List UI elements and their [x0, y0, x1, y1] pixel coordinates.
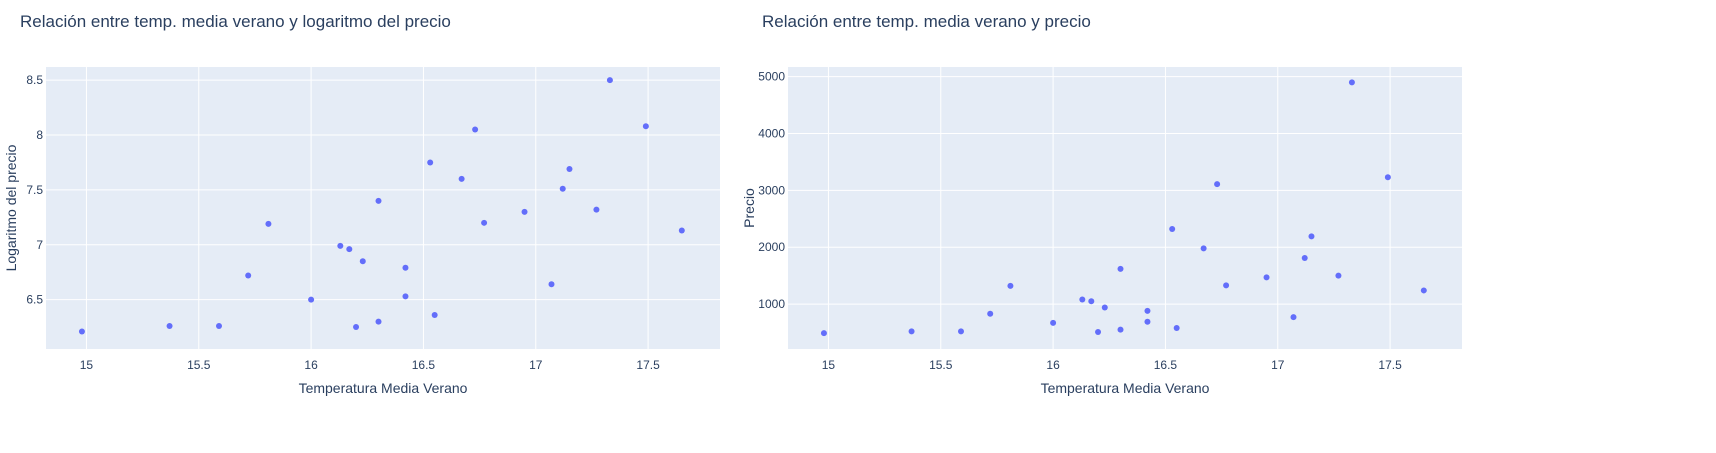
x-tick-label: 17	[529, 358, 543, 372]
x-axis-title: Temperatura Media Verano	[299, 380, 468, 396]
data-point[interactable]	[1301, 255, 1308, 262]
data-point[interactable]	[548, 281, 555, 288]
data-point[interactable]	[1348, 79, 1355, 86]
data-point[interactable]	[346, 246, 353, 253]
data-point[interactable]	[353, 324, 360, 331]
data-point[interactable]	[1117, 265, 1124, 272]
data-point[interactable]	[1050, 319, 1057, 326]
data-point[interactable]	[957, 328, 964, 335]
points-layer	[78, 77, 685, 335]
x-tick-label: 16	[1046, 358, 1060, 372]
data-point[interactable]	[265, 220, 272, 227]
data-point[interactable]	[1169, 226, 1176, 233]
data-point[interactable]	[1144, 318, 1151, 325]
data-point[interactable]	[642, 123, 649, 130]
data-point[interactable]	[1263, 274, 1270, 281]
x-tick-label: 17.5	[636, 358, 660, 372]
data-point[interactable]	[1144, 307, 1151, 314]
data-point[interactable]	[1384, 174, 1391, 181]
data-point[interactable]	[1173, 324, 1180, 331]
data-point[interactable]	[606, 77, 613, 84]
data-point[interactable]	[481, 219, 488, 226]
plot-area	[46, 67, 720, 349]
data-point[interactable]	[337, 242, 344, 249]
points-layer	[820, 79, 1427, 337]
chart-title: Relación entre temp. media verano y prec…	[762, 12, 1091, 31]
data-point[interactable]	[820, 330, 827, 337]
data-point[interactable]	[308, 296, 315, 303]
data-point[interactable]	[1420, 287, 1427, 294]
data-point[interactable]	[593, 206, 600, 213]
x-tick-label: 15	[822, 358, 836, 372]
data-point[interactable]	[427, 159, 434, 166]
data-point[interactable]	[1088, 298, 1095, 305]
data-point[interactable]	[431, 311, 438, 318]
y-tick-label: 7.5	[26, 183, 43, 197]
x-tick-label: 15	[80, 358, 94, 372]
data-point[interactable]	[559, 185, 566, 192]
y-tick-label: 8	[36, 128, 43, 142]
x-tick-label: 15.5	[929, 358, 953, 372]
x-tick-layer: 15 15.5 16 16.5 17 17.5	[822, 358, 1402, 372]
chart-right: Relación entre temp. media verano y prec…	[741, 12, 1462, 396]
data-point[interactable]	[245, 272, 252, 279]
data-point[interactable]	[215, 322, 222, 329]
y-tick-label: 6.5	[26, 293, 43, 307]
data-point[interactable]	[1117, 326, 1124, 333]
data-point[interactable]	[472, 126, 479, 133]
y-tick-layer: 6.5 7 7.5 8 8.5	[26, 73, 43, 306]
data-point[interactable]	[1095, 328, 1102, 335]
y-tick-label: 4000	[758, 127, 785, 141]
data-point[interactable]	[1079, 296, 1086, 303]
data-point[interactable]	[1308, 233, 1315, 240]
y-tick-label: 3000	[758, 183, 785, 197]
data-point[interactable]	[458, 175, 465, 182]
x-tick-label: 16	[304, 358, 318, 372]
data-point[interactable]	[521, 208, 528, 215]
data-point[interactable]	[678, 227, 685, 234]
data-point[interactable]	[1214, 181, 1221, 188]
x-tick-label: 15.5	[187, 358, 211, 372]
data-point[interactable]	[359, 258, 366, 265]
data-point[interactable]	[1290, 314, 1297, 321]
x-tick-label: 16.5	[412, 358, 436, 372]
y-tick-label: 2000	[758, 240, 785, 254]
data-point[interactable]	[1200, 245, 1207, 252]
y-tick-label: 1000	[758, 297, 785, 311]
x-tick-label: 17.5	[1378, 358, 1402, 372]
data-point[interactable]	[375, 318, 382, 325]
x-tick-label: 16.5	[1154, 358, 1178, 372]
data-point[interactable]	[375, 197, 382, 204]
x-tick-label: 17	[1271, 358, 1285, 372]
data-point[interactable]	[1335, 272, 1342, 279]
y-axis-title: Logaritmo del precio	[3, 144, 19, 271]
plot-area	[788, 67, 1462, 349]
data-point[interactable]	[566, 166, 573, 173]
y-axis-title: Precio	[741, 188, 757, 228]
y-tick-label: 8.5	[26, 73, 43, 87]
data-point[interactable]	[1007, 282, 1014, 289]
y-tick-layer: 1000 2000 3000 4000 5000	[758, 70, 785, 311]
y-tick-label: 7	[36, 238, 43, 252]
data-point[interactable]	[908, 328, 915, 335]
grid-layer	[46, 67, 720, 349]
data-point[interactable]	[1223, 282, 1230, 289]
chart-left: Relación entre temp. media verano y loga…	[3, 12, 720, 396]
data-point[interactable]	[78, 328, 85, 335]
data-point[interactable]	[402, 293, 409, 300]
y-tick-label: 5000	[758, 70, 785, 84]
data-point[interactable]	[1101, 304, 1108, 311]
grid-layer	[788, 67, 1462, 349]
chart-title: Relación entre temp. media verano y loga…	[20, 12, 451, 31]
x-axis-title: Temperatura Media Verano	[1041, 380, 1210, 396]
x-tick-layer: 15 15.5 16 16.5 17 17.5	[80, 358, 660, 372]
data-point[interactable]	[402, 264, 409, 271]
data-point[interactable]	[987, 310, 994, 317]
data-point[interactable]	[166, 322, 173, 329]
